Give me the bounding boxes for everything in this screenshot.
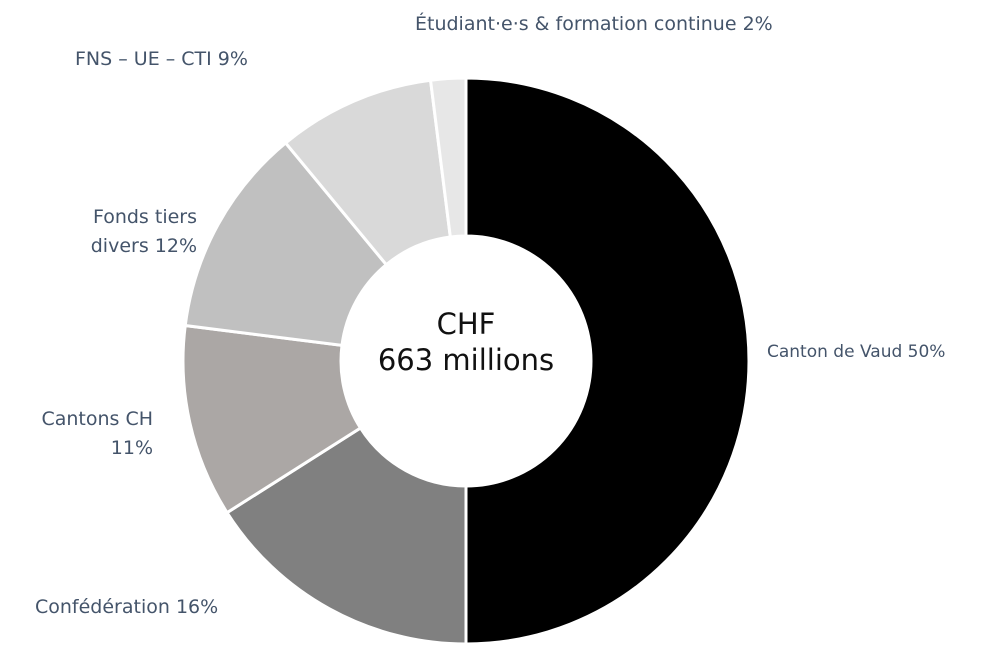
category-name: Fonds tiers divers (90, 206, 197, 257)
category-name: Canton de Vaud (767, 342, 903, 362)
slice (464, 76, 751, 645)
center-line: 663 millions (377, 343, 555, 377)
slice-label: Étudiant·e·s & formation continue 2% (415, 10, 845, 39)
category-name: Confédération (35, 596, 170, 618)
center-label: CHF 663 millions (316, 306, 616, 378)
slice-label: Confédération 16% (35, 593, 335, 622)
value-label: 12% (154, 235, 197, 257)
category-name: Cantons CH (41, 408, 153, 430)
slice-label: FNS – UE – CTI 9% (75, 45, 375, 74)
value-label: 11% (110, 437, 153, 459)
value-label: 16% (175, 596, 219, 618)
slice-label: Canton de Vaud 50% (767, 338, 1002, 367)
slice-label: Fonds tiers divers 12% (40, 203, 197, 261)
slice (224, 425, 468, 645)
slice-label: Cantons CH 11% (0, 405, 153, 463)
slice (428, 76, 468, 239)
value-label: 9% (217, 48, 248, 70)
category-name: Étudiant·e·s & formation continue (415, 13, 737, 35)
value-label: 2% (742, 13, 773, 35)
center-line: CHF (436, 307, 496, 341)
slice (183, 140, 389, 348)
value-label: 50% (907, 342, 946, 362)
category-name: FNS – UE – CTI (75, 48, 212, 70)
